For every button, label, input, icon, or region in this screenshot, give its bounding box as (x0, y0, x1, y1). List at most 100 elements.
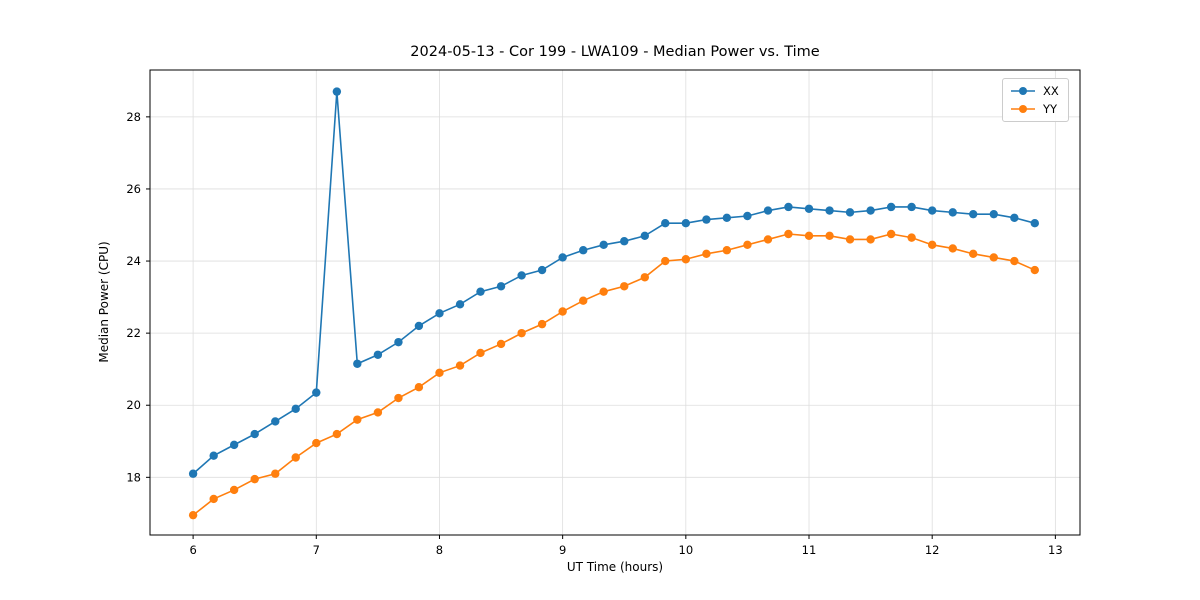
data-point-yy (743, 240, 752, 250)
data-point-yy (496, 339, 506, 349)
data-point-yy (229, 485, 239, 495)
legend-marker-xx-icon (1011, 87, 1035, 95)
data-point-yy (537, 319, 547, 329)
data-point-yy (271, 469, 280, 478)
data-point-xx (866, 206, 875, 215)
data-point-yy (825, 231, 834, 241)
data-point-xx (312, 388, 321, 397)
data-point-yy (414, 383, 424, 392)
data-point-xx (558, 253, 567, 262)
data-point-yy (476, 348, 485, 358)
data-point-xx (702, 215, 711, 224)
data-point-xx (579, 246, 588, 255)
series-line-yy (192, 233, 1036, 516)
x-tick-label: 10 (679, 543, 694, 557)
data-point-xx (640, 231, 650, 241)
data-point-yy (845, 235, 855, 244)
y-tick-label: 26 (126, 182, 141, 196)
x-tick-label: 8 (436, 543, 443, 557)
data-point-yy (209, 494, 218, 504)
legend-item-yy: YY (1010, 102, 1059, 116)
data-point-xx (414, 321, 424, 331)
y-tick-label: 22 (126, 326, 141, 340)
data-point-yy (784, 229, 793, 239)
x-tick-label: 9 (559, 543, 566, 557)
data-point-xx (722, 213, 732, 222)
data-point-xx (599, 240, 608, 250)
data-point-xx (250, 429, 259, 439)
data-point-yy (702, 249, 711, 259)
data-point-yy (1030, 265, 1039, 275)
data-point-yy (1010, 256, 1019, 266)
data-point-xx (804, 204, 814, 213)
data-point-xx (229, 440, 239, 450)
data-point-yy (804, 231, 814, 241)
data-point-yy (640, 273, 650, 282)
data-point-yy (332, 429, 342, 439)
y-tick-label: 24 (126, 254, 141, 268)
data-point-yy (866, 235, 875, 244)
x-tick-label: 11 (802, 543, 817, 557)
data-point-xx (784, 202, 793, 212)
data-point-xx (927, 206, 937, 215)
x-tick-label: 13 (1048, 543, 1063, 557)
data-point-xx (537, 265, 547, 275)
data-point-yy (353, 415, 362, 424)
data-point-yy (188, 510, 198, 520)
data-point-xx (455, 300, 465, 309)
data-point-yy (394, 393, 403, 403)
data-point-xx (825, 206, 834, 215)
data-point-yy (455, 361, 465, 370)
data-point-yy (886, 229, 896, 239)
data-point-xx (907, 202, 916, 212)
data-point-xx (743, 211, 752, 221)
data-point-yy (907, 233, 916, 242)
data-point-yy (948, 244, 957, 253)
legend-item-xx: XX (1010, 84, 1059, 98)
data-point-xx (291, 404, 300, 414)
data-point-xx (845, 208, 855, 217)
data-point-xx (681, 218, 691, 228)
data-point-yy (435, 368, 444, 377)
data-point-yy (661, 256, 670, 266)
data-point-yy (558, 307, 567, 316)
data-point-xx (1010, 213, 1019, 222)
data-point-xx (373, 350, 383, 359)
x-tick-label: 12 (925, 543, 940, 557)
y-tick-label: 20 (126, 398, 141, 412)
legend-label-xx: XX (1043, 84, 1059, 98)
series-line-xx (192, 91, 1035, 475)
data-point-xx (886, 202, 896, 212)
legend: XX YY (1002, 78, 1069, 122)
data-point-yy (722, 246, 732, 255)
data-point-yy (250, 474, 259, 484)
y-tick-label: 28 (126, 110, 141, 124)
data-point-xx (948, 208, 957, 217)
legend-label-yy: YY (1043, 102, 1058, 116)
data-point-yy (620, 282, 629, 291)
data-point-xx (989, 209, 998, 219)
chart-title: 2024-05-13 - Cor 199 - LWA109 - Median P… (410, 44, 820, 60)
data-point-xx (188, 469, 198, 478)
x-tick-label: 6 (189, 543, 196, 557)
data-point-yy (763, 235, 773, 244)
data-point-xx (435, 309, 444, 318)
data-point-xx (969, 209, 978, 219)
data-point-yy (989, 253, 998, 262)
data-point-xx (394, 337, 403, 347)
data-point-xx (763, 206, 773, 215)
x-axis-label: UT Time (hours) (566, 560, 664, 574)
data-point-yy (291, 453, 300, 462)
data-point-yy (517, 328, 526, 338)
data-point-xx (1030, 218, 1039, 228)
data-point-xx (209, 451, 218, 460)
legend-marker-yy-icon (1011, 105, 1035, 113)
data-point-xx (496, 282, 506, 291)
data-point-xx (476, 287, 485, 296)
data-point-yy (681, 255, 691, 264)
plot-border (149, 69, 1081, 536)
y-tick-label: 18 (126, 470, 141, 484)
data-point-xx (517, 271, 526, 280)
